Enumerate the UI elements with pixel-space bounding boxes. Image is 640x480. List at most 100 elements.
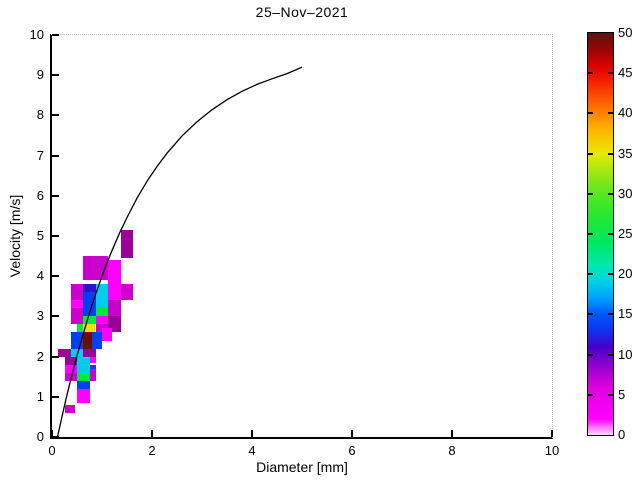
colorbar-tick-mark: [608, 152, 613, 155]
colorbar-tick-mark: [608, 112, 613, 115]
y-tick-label: 6: [36, 187, 44, 203]
y-tick-mark: [52, 194, 59, 197]
heatmap-cell: [120, 229, 134, 259]
heatmap-cell: [83, 348, 96, 357]
x-tick-mark: [251, 430, 253, 437]
colorbar-tick-mark: [608, 72, 613, 75]
heatmap-cell: [89, 356, 96, 363]
colorbar: [587, 32, 614, 436]
y-tick-mark: [52, 355, 59, 358]
heatmap-cell: [108, 316, 121, 333]
y-tick-label: 4: [36, 268, 44, 284]
colorbar-tick-mark: [608, 273, 613, 276]
heatmap-cell: [77, 356, 90, 365]
heatmap-cell: [83, 316, 96, 325]
x-tick-label: 6: [348, 443, 356, 458]
y-tick-label: 1: [36, 388, 44, 404]
heatmap-cell: [95, 300, 109, 309]
colorbar-tick-label: 50: [618, 25, 633, 40]
x-tick-label: 10: [544, 443, 560, 458]
colorbar-tick-mark: [588, 233, 593, 235]
colorbar-tick-mark: [588, 192, 593, 195]
heatmap-cell: [77, 388, 90, 403]
heatmap-cell: [64, 372, 77, 381]
x-tick-label: 0: [48, 443, 56, 458]
y-tick-label: 2: [36, 348, 44, 364]
heatmap-cell: [92, 332, 102, 349]
plot-area: [50, 34, 553, 439]
colorbar-tick-label: 15: [618, 306, 633, 322]
x-tick-mark: [51, 430, 53, 437]
x-axis-label: Diameter [mm]: [256, 459, 348, 475]
y-tick-mark: [52, 114, 59, 117]
colorbar-tick-label: 5: [618, 386, 626, 402]
heatmap-cell: [70, 316, 84, 325]
colorbar-tick-mark: [608, 192, 613, 195]
heatmap-cell: [70, 308, 84, 317]
heatmap-cell: [89, 368, 96, 381]
colorbar-tick-label: 35: [618, 145, 633, 161]
x-tick-label: 4: [248, 443, 256, 458]
y-tick-label: 7: [36, 147, 44, 163]
y-tick-mark: [52, 74, 59, 77]
chart-title: 25–Nov–2021: [255, 4, 349, 20]
y-tick-mark: [52, 154, 59, 157]
heatmap-cell: [77, 380, 90, 389]
x-tick-mark: [551, 430, 553, 437]
y-tick-label: 3: [36, 308, 44, 324]
colorbar-tick-mark: [588, 313, 593, 316]
heatmap-cell: [77, 372, 90, 381]
heatmap-cell: [77, 364, 90, 373]
heatmap-cell: [108, 300, 121, 317]
terminal-velocity-curve-line: [56, 66, 303, 437]
colorbar-tick-mark: [608, 313, 613, 316]
heatmap-cell: [64, 404, 75, 413]
terminal-velocity-curve: [56, 66, 303, 437]
y-tick-mark: [52, 34, 59, 36]
heatmap-cell: [70, 300, 84, 309]
heatmap-cell: [83, 332, 92, 349]
colorbar-tick-mark: [608, 393, 613, 396]
heatmap-cell: [83, 256, 109, 281]
y-tick-label: 8: [36, 107, 44, 123]
heatmap-cell: [64, 356, 77, 365]
y-tick-mark: [52, 436, 59, 438]
y-tick-label: 9: [36, 67, 44, 83]
heatmap-cell: [70, 284, 84, 301]
colorbar-tick-label: 20: [618, 266, 633, 282]
y-tick-mark: [52, 235, 59, 237]
colorbar-tick-mark: [588, 393, 593, 396]
y-tick-mark: [52, 275, 59, 278]
x-tick-mark: [151, 430, 153, 437]
colorbar-tick-mark: [588, 152, 593, 155]
colorbar-tick-label: 10: [618, 346, 633, 362]
heatmap-cell: [95, 316, 109, 325]
colorbar-tick-label: 45: [618, 65, 633, 81]
heatmap-cell: [89, 364, 96, 373]
y-tick-label: 0: [36, 429, 44, 444]
heatmap-cell: [120, 284, 134, 301]
heatmap-cell: [95, 308, 109, 317]
x-tick-label: 8: [448, 443, 456, 458]
x-tick-label: 2: [148, 443, 156, 458]
heatmap-cell: [70, 348, 84, 357]
heatmap-cell: [102, 328, 112, 341]
heatmap-cell: [108, 260, 121, 301]
heatmap-cell: [64, 364, 77, 373]
heatmap-cell: [77, 324, 84, 333]
y-tick-mark: [52, 395, 59, 398]
y-tick-mark: [52, 315, 59, 318]
colorbar-tick-mark: [588, 273, 593, 276]
y-tick-label: 5: [36, 228, 44, 243]
heatmap-cell: [58, 348, 71, 357]
colorbar-tick-mark: [588, 72, 593, 75]
x-tick-mark: [351, 430, 353, 437]
heatmap-cell: [83, 324, 95, 335]
colorbar-tick-label: 0: [618, 427, 626, 442]
colorbar-tick-label: 30: [618, 185, 633, 201]
colorbar-tick-mark: [608, 233, 613, 235]
colorbar-tick-mark: [588, 353, 593, 356]
colorbar-tick-mark: [608, 353, 613, 356]
x-tick-mark: [451, 430, 453, 437]
